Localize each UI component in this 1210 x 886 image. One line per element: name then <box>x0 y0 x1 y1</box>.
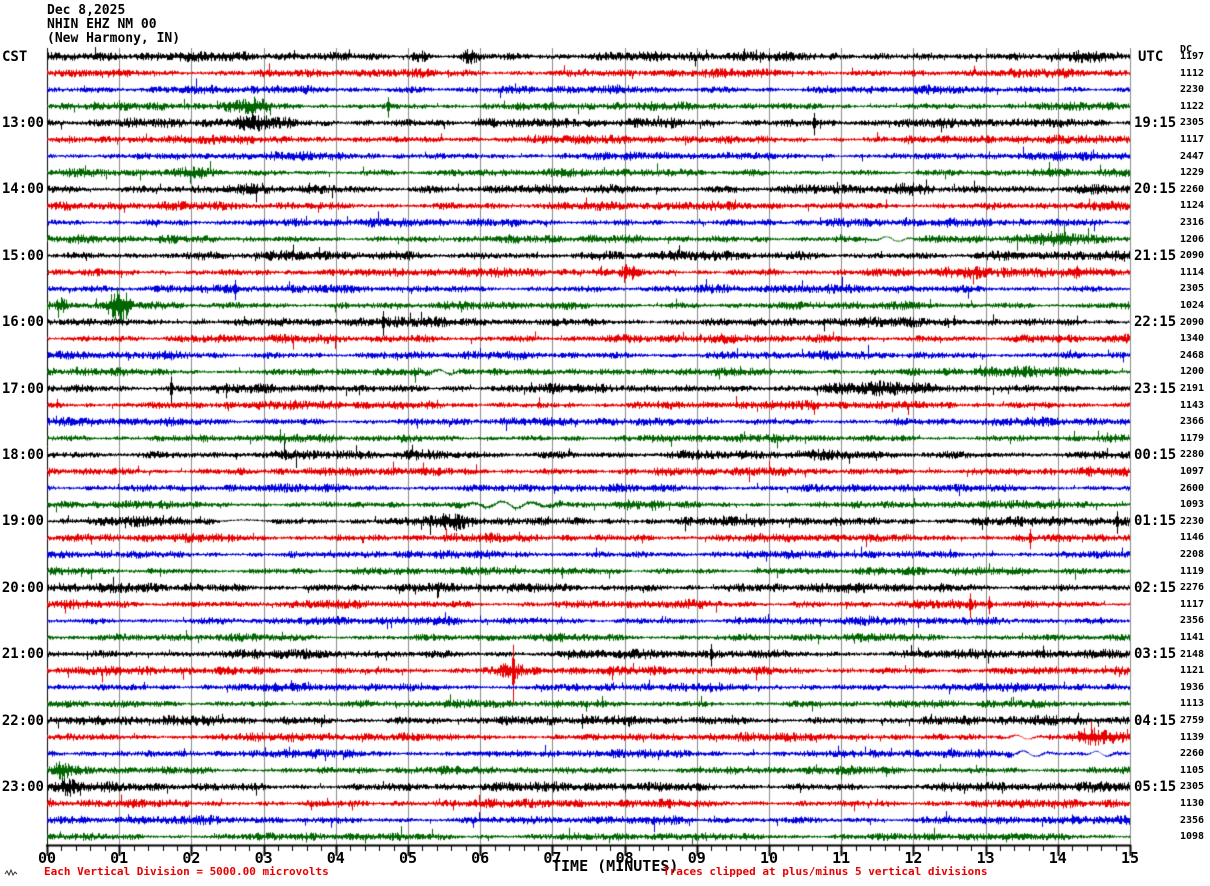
dc-offset-value: 1093 <box>1180 499 1205 511</box>
utc-hour-label: 22:15 <box>1134 314 1177 331</box>
x-tick-label: 02 <box>182 849 201 867</box>
x-tick-label: 09 <box>687 849 706 867</box>
dc-offset-value: 2305 <box>1180 781 1205 793</box>
cst-hour-label: 20:00 <box>1 579 44 596</box>
utc-hour-label: 00:15 <box>1134 446 1177 463</box>
cst-hour-label: 16:00 <box>1 314 44 331</box>
cst-hour-label: 17:00 <box>1 380 44 397</box>
utc-hour-label: 03:15 <box>1134 646 1177 663</box>
x-axis-title: TIME (MINUTES) <box>552 857 679 875</box>
dc-offset-value: 2230 <box>1180 515 1205 527</box>
dc-offset-value: 2305 <box>1180 283 1205 295</box>
cst-hour-label: 22:00 <box>1 712 44 729</box>
x-tick-label: 11 <box>832 849 851 867</box>
station-code: NHIN EHZ NM 00 <box>47 17 157 32</box>
dc-offset-value: 2316 <box>1180 217 1205 228</box>
dc-offset-value: 2366 <box>1180 416 1205 428</box>
x-tick-label: 03 <box>254 849 273 867</box>
utc-hour-label: 05:15 <box>1134 778 1177 795</box>
plot-date: Dec 8,2025 <box>47 3 126 18</box>
dc-offset-value: 2191 <box>1180 383 1205 394</box>
dc-offset-value: 1121 <box>1180 665 1205 677</box>
dc-offset-value: 1119 <box>1180 565 1205 577</box>
cst-hour-label: 14:00 <box>1 181 44 198</box>
x-tick-label: 12 <box>904 849 923 867</box>
dc-offset-value: 1340 <box>1180 333 1205 345</box>
utc-hour-label: 19:15 <box>1134 114 1177 131</box>
clip-footnote: Traces clipped at plus/minus 5 vertical … <box>663 865 988 878</box>
dc-offset-value: 2600 <box>1180 482 1205 494</box>
cst-hour-label: 19:00 <box>1 513 44 530</box>
dc-offset-value: 1098 <box>1180 831 1205 843</box>
dc-offset-value: 1143 <box>1180 399 1205 411</box>
dc-column-header: DC <box>1180 44 1193 55</box>
utc-hour-label: 20:15 <box>1134 181 1177 198</box>
cst-hour-label: 15:00 <box>1 247 44 264</box>
dc-offset-value: 2447 <box>1180 150 1205 162</box>
dc-offset-value: 1139 <box>1180 731 1205 743</box>
dc-offset-value: 2356 <box>1180 615 1205 627</box>
cst-hour-label: 21:00 <box>1 646 44 663</box>
dc-offset-value: 1105 <box>1180 764 1205 776</box>
dc-offset-value: 1122 <box>1180 100 1205 112</box>
dc-offset-value: 1179 <box>1180 432 1205 444</box>
dc-offset-value: 2305 <box>1180 117 1205 129</box>
utc-hour-label: 04:15 <box>1134 712 1177 729</box>
dc-offset-value: 1200 <box>1180 366 1205 378</box>
dc-offset-value: 1024 <box>1180 300 1205 311</box>
scale-footnote: Each Vertical Division = 5000.00 microvo… <box>44 865 329 878</box>
utc-hour-label: 01:15 <box>1134 513 1177 530</box>
x-tick-label: 01 <box>110 849 129 867</box>
dc-offset-value: 2260 <box>1180 748 1205 760</box>
utc-hour-label: 23:15 <box>1134 380 1177 397</box>
x-tick-label: 07 <box>543 849 562 867</box>
x-tick-label: 04 <box>326 849 345 867</box>
dc-offset-value: 1197 <box>1180 51 1205 62</box>
corner-squiggle-icon <box>4 868 18 877</box>
dc-offset-value: 1112 <box>1180 67 1205 79</box>
dc-offset-value: 1141 <box>1180 632 1205 643</box>
utc-hour-label: 21:15 <box>1134 247 1177 264</box>
x-tick-label: 14 <box>1048 849 1067 867</box>
dc-offset-value: 1229 <box>1180 167 1205 179</box>
dc-offset-value: 2230 <box>1180 84 1205 96</box>
x-tick-label: 10 <box>759 849 779 867</box>
dc-offset-value: 1117 <box>1180 598 1205 610</box>
dc-offset-value: 1097 <box>1180 466 1205 477</box>
dc-offset-value: 1146 <box>1180 532 1205 544</box>
dc-offset-value: 2208 <box>1180 549 1205 560</box>
dc-offset-value: 2356 <box>1180 814 1205 826</box>
dc-offset-value: 1206 <box>1180 233 1205 245</box>
dc-offset-value: 2276 <box>1180 582 1205 594</box>
dc-offset-value: 2280 <box>1180 449 1205 461</box>
x-tick-label: 06 <box>471 849 490 867</box>
right-timezone-label: UTC <box>1138 49 1164 65</box>
dc-offset-value: 1113 <box>1180 698 1205 710</box>
dc-offset-value: 2090 <box>1180 250 1205 262</box>
dc-offset-value: 1130 <box>1180 798 1205 809</box>
cst-hour-label: 23:00 <box>1 778 44 795</box>
dc-offset-value: 1117 <box>1180 134 1205 145</box>
dc-offset-value: 1124 <box>1180 200 1205 212</box>
dc-offset-value: 2759 <box>1180 715 1205 726</box>
x-tick-label: 13 <box>976 849 995 867</box>
x-tick-label: 00 <box>37 849 57 867</box>
cst-hour-label: 18:00 <box>1 446 44 463</box>
cst-hour-label: 13:00 <box>1 114 44 131</box>
dc-offset-value: 1114 <box>1180 266 1205 278</box>
dc-offset-value: 2090 <box>1180 316 1205 328</box>
utc-hour-label: 02:15 <box>1134 579 1177 596</box>
left-timezone-label: CST <box>2 49 28 65</box>
x-tick-label: 05 <box>398 849 418 867</box>
dc-offset-value: 2148 <box>1180 648 1205 660</box>
x-tick-label: 08 <box>615 849 634 867</box>
dc-offset-value: 1936 <box>1180 681 1205 693</box>
dc-offset-value: 2260 <box>1180 183 1205 195</box>
x-tick-label: 15 <box>1120 849 1140 867</box>
station-name: (New Harmony, IN) <box>47 31 181 46</box>
dc-offset-value: 2468 <box>1180 349 1205 361</box>
